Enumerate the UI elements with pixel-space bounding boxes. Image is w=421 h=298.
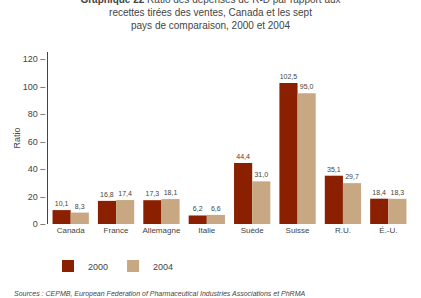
svg-text:16,8: 16,8 bbox=[100, 191, 114, 198]
svg-text:17,4: 17,4 bbox=[118, 190, 132, 197]
svg-text:102,5: 102,5 bbox=[280, 73, 298, 80]
svg-text:31,0: 31,0 bbox=[254, 171, 268, 178]
svg-text:40 –: 40 – bbox=[28, 164, 46, 174]
svg-text:2004: 2004 bbox=[153, 262, 173, 272]
svg-text:35,1: 35,1 bbox=[327, 166, 341, 173]
svg-text:Italie: Italie bbox=[198, 226, 215, 235]
svg-text:100 –: 100 – bbox=[23, 82, 46, 92]
svg-text:18,3: 18,3 bbox=[391, 189, 405, 196]
svg-text:R.U.: R.U. bbox=[335, 226, 351, 235]
svg-text:44,4: 44,4 bbox=[236, 153, 250, 160]
svg-text:Suisse: Suisse bbox=[286, 226, 311, 235]
svg-text:France: France bbox=[104, 226, 129, 235]
svg-text:0 –: 0 – bbox=[33, 219, 46, 229]
svg-text:6,2: 6,2 bbox=[193, 205, 203, 212]
svg-text:Canada: Canada bbox=[57, 226, 86, 235]
svg-text:8,3: 8,3 bbox=[75, 203, 85, 210]
svg-text:É.-U.: É.-U. bbox=[379, 226, 397, 235]
svg-text:18,4: 18,4 bbox=[372, 189, 386, 196]
svg-text:18,1: 18,1 bbox=[164, 189, 178, 196]
svg-text:17,3: 17,3 bbox=[145, 190, 159, 197]
svg-text:95,0: 95,0 bbox=[300, 83, 314, 90]
svg-text:Ratio: Ratio bbox=[12, 127, 22, 148]
svg-text:Sources : CEPMB, European Fede: Sources : CEPMB, European Federation of … bbox=[14, 290, 305, 298]
svg-text:Graphique 22 Ratio des dépense: Graphique 22 Ratio des dépenses de R-D p… bbox=[80, 0, 340, 31]
svg-text:Allemagne: Allemagne bbox=[143, 226, 181, 235]
svg-text:10,1: 10,1 bbox=[55, 200, 69, 207]
svg-text:120 –: 120 – bbox=[23, 54, 46, 64]
svg-text:80 –: 80 – bbox=[28, 109, 46, 119]
svg-text:Suède: Suède bbox=[241, 226, 265, 235]
svg-text:20 –: 20 – bbox=[28, 192, 46, 202]
svg-text:6,6: 6,6 bbox=[211, 205, 221, 212]
svg-text:29,7: 29,7 bbox=[345, 173, 359, 180]
svg-text:2000: 2000 bbox=[88, 262, 108, 272]
svg-text:60 –: 60 – bbox=[28, 137, 46, 147]
